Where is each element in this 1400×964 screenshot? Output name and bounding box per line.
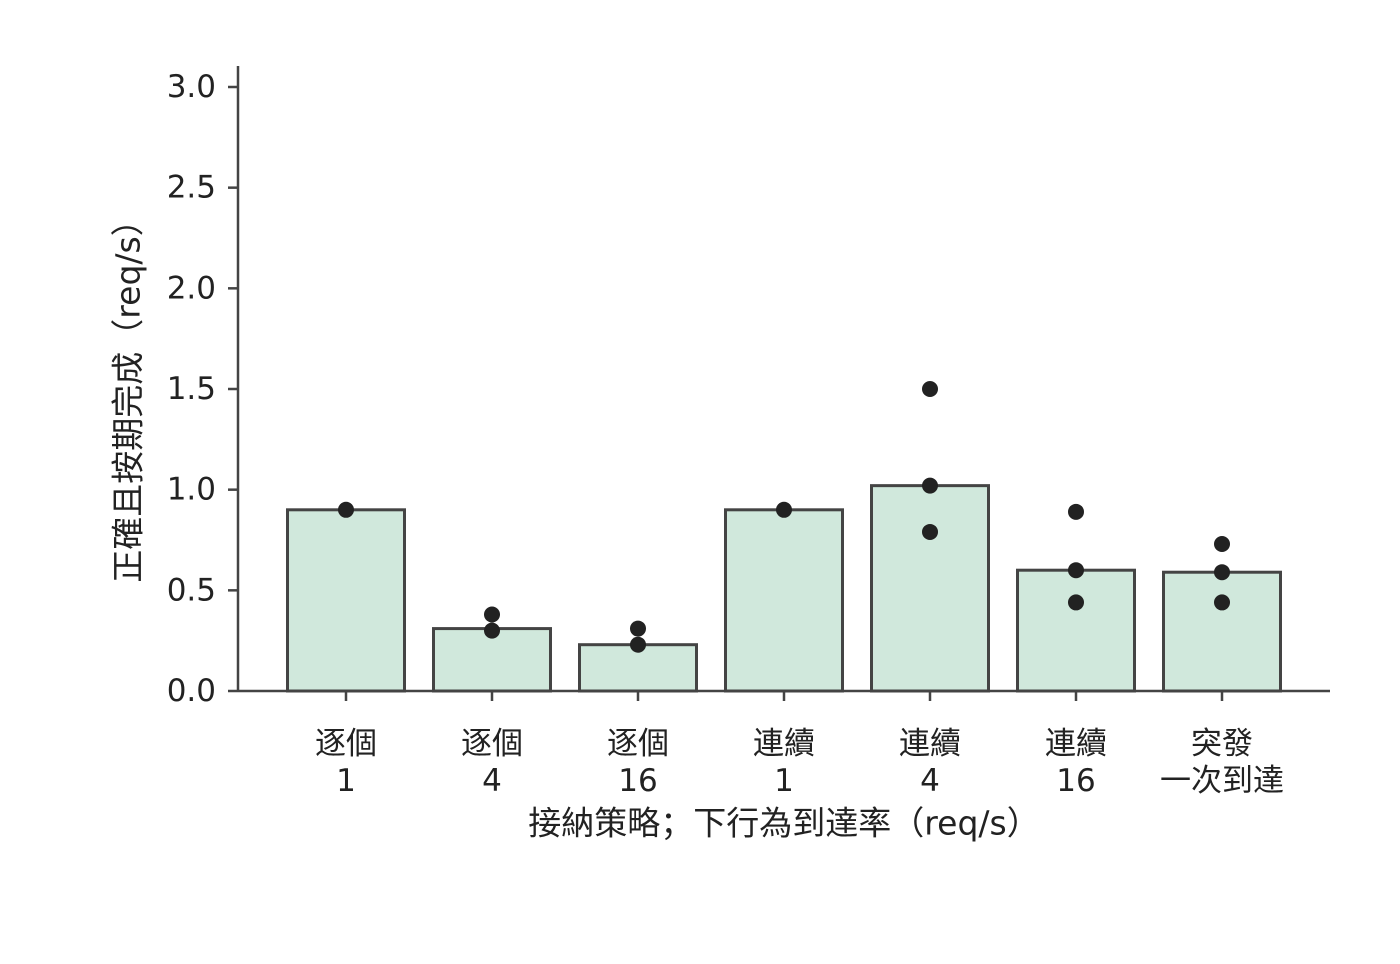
x-tick-label-2-0: 逐個 [607,726,669,762]
bar-6 [1162,570,1282,693]
bar-4 [870,484,990,693]
x-tick-label-4-1: 4 [920,763,940,799]
x-tick-label-4-0: 連續 [899,726,961,762]
x-axis-title: 接納策略；下行為到達率（req/s） [528,804,1039,843]
data-point-3-0 [776,501,792,518]
x-tick-label-2-1: 16 [618,763,657,799]
data-point-4-0 [922,381,938,397]
x-tick-label-3-1: 1 [774,763,794,799]
x-tick-label-3-0: 連續 [753,726,815,762]
axes-layer [228,66,1330,701]
x-tick-label-6-1: 一次到達 [1160,763,1284,799]
y-tick-label-6: 3.0 [167,69,216,105]
x-tick-label-0-1: 1 [336,763,356,799]
bars-layer [286,484,1282,693]
data-point-1-1 [484,622,500,639]
y-axis-title: 正確且按期完成（req/s） [109,203,148,582]
bar-3 [724,508,844,693]
data-point-0-0 [338,501,354,518]
y-tick-label-3: 1.5 [167,371,216,407]
x-tick-label-1-1: 4 [482,763,502,799]
y-tick-label-4: 2.0 [167,270,216,306]
y-tick-label-0: 0.0 [167,673,216,709]
data-point-4-2 [922,523,938,540]
x-tick-label-5-0: 連續 [1045,726,1107,762]
data-point-1-0 [484,606,500,623]
x-tick-label-5-1: 16 [1056,763,1095,799]
x-tick-label-0-0: 逐個 [315,726,377,762]
data-point-5-2 [1068,594,1084,611]
data-point-4-1 [922,477,938,494]
data-point-6-1 [1214,564,1230,581]
y-tick-label-2: 1.0 [167,472,216,508]
data-point-6-0 [1214,536,1230,553]
bar-0 [286,508,406,693]
y-tick-label-1: 0.5 [167,572,216,608]
data-point-2-0 [630,620,646,637]
y-tick-label-5: 2.5 [167,170,216,206]
data-point-5-1 [1068,562,1084,579]
data-point-6-2 [1214,594,1230,611]
labels-layer: 0.00.51.01.52.02.53.0逐個1逐個4逐個16連續1連續4連續1… [167,69,1284,799]
bar-5 [1016,568,1136,693]
points-layer [338,381,1230,653]
data-point-5-0 [1068,503,1084,520]
x-tick-label-6-0: 突發 [1191,726,1253,762]
data-point-2-1 [630,636,646,653]
x-tick-label-1-0: 逐個 [461,726,523,762]
